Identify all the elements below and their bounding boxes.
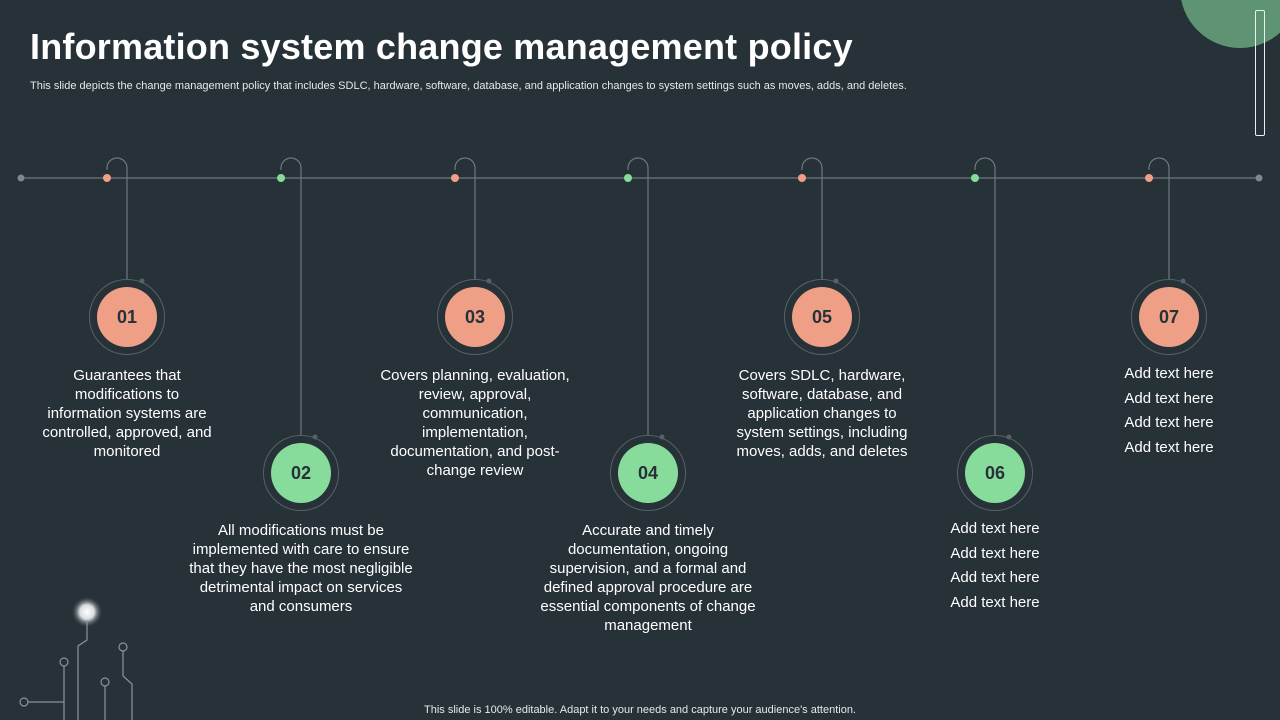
timeline-node-05 xyxy=(798,174,806,182)
connector-02 xyxy=(280,157,302,435)
step-06-text: Add text here Add text here Add text her… xyxy=(905,517,1085,615)
step-01-text: Guarantees that modifications to informa… xyxy=(42,367,212,460)
page-title: Information system change management pol… xyxy=(30,26,853,67)
connector-04 xyxy=(627,157,649,435)
step-06-line: Add text here xyxy=(950,593,1040,611)
timeline-node-04 xyxy=(624,174,632,182)
timeline-node-07 xyxy=(1145,174,1153,182)
step-01-ring xyxy=(89,279,165,355)
step-02-ring xyxy=(263,435,339,511)
step-03-text: Covers planning, evaluation, review, app… xyxy=(380,367,570,479)
step-06-ring xyxy=(957,435,1033,511)
connector-06 xyxy=(974,157,996,435)
step-02-badge: 02 xyxy=(271,443,331,503)
step-07-line: Add text here xyxy=(1124,414,1214,431)
decorative-corner-bar xyxy=(1255,10,1265,136)
step-07-line: Add text here xyxy=(1124,365,1214,382)
step-06-badge: 06 xyxy=(965,443,1025,503)
connector-07 xyxy=(1148,157,1170,279)
timeline-node-03 xyxy=(451,174,459,182)
step-04-badge: 04 xyxy=(618,443,678,503)
connector-03 xyxy=(454,157,476,279)
connector-05 xyxy=(801,157,823,279)
timeline-end-dot xyxy=(1255,174,1263,182)
step-07-line: Add text here xyxy=(1124,389,1214,407)
timeline-node-02 xyxy=(277,174,285,182)
step-04-text: Accurate and timely documentation, ongoi… xyxy=(540,522,756,634)
step-05-ring xyxy=(784,279,860,355)
step-07-text: Add text here Add text here Add text her… xyxy=(1079,362,1259,460)
step-07-badge: 07 xyxy=(1139,287,1199,347)
circuit-decoration xyxy=(19,596,133,720)
step-04-ring xyxy=(610,435,686,511)
timeline-start-dot xyxy=(17,174,25,182)
step-06-line: Add text here xyxy=(950,520,1040,537)
connector-01 xyxy=(106,157,128,279)
footer-note: This slide is 100% editable. Adapt it to… xyxy=(424,704,856,716)
timeline-node-06 xyxy=(971,174,979,182)
step-05-badge: 05 xyxy=(792,287,852,347)
page-subtitle: This slide depicts the change management… xyxy=(30,80,907,92)
step-07-line: Add text here xyxy=(1124,438,1214,456)
step-07-ring xyxy=(1131,279,1207,355)
step-01-badge: 01 xyxy=(97,287,157,347)
step-02-text: All modifications must be implemented wi… xyxy=(189,522,413,615)
step-06-line: Add text here xyxy=(950,544,1040,562)
step-03-badge: 03 xyxy=(445,287,505,347)
timeline-node-01 xyxy=(103,174,111,182)
step-05-text: Covers SDLC, hardware, software, databas… xyxy=(736,367,908,460)
step-06-line: Add text here xyxy=(950,569,1040,586)
step-03-ring xyxy=(437,279,513,355)
